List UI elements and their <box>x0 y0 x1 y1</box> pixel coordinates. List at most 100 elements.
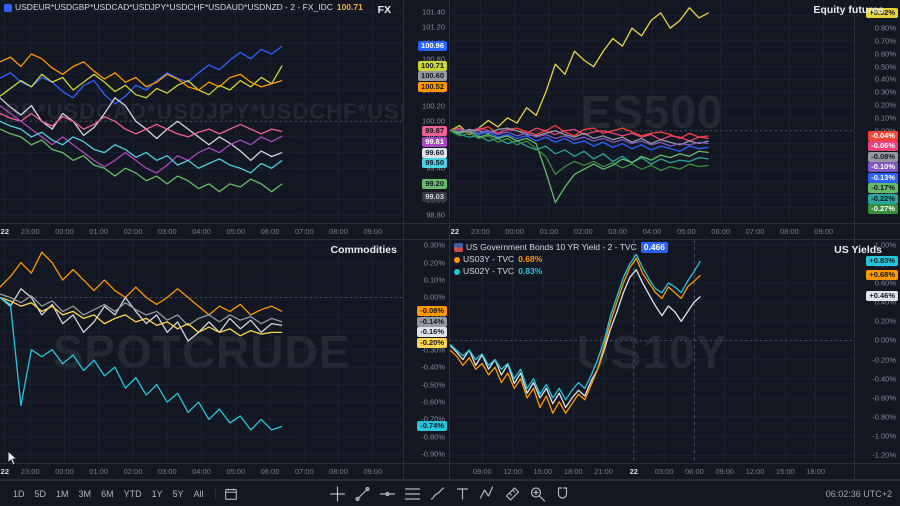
legend-value: 100.71 <box>336 2 363 12</box>
legend-row[interactable]: USDEUR*USDGBP*USDCAD*USDJPY*USDCHF*USDAU… <box>4 2 363 13</box>
timeframe-1y-button[interactable]: 1Y <box>147 487 168 501</box>
yields-price-scale[interactable]: 1.00%0.80%0.60%0.40%0.20%0.00%-0.20%-0.4… <box>854 240 900 463</box>
time-label: 12:00 <box>745 467 765 476</box>
series-line-green <box>0 129 282 192</box>
series-line-blue <box>450 131 709 152</box>
price-label: 100.52 <box>418 81 447 92</box>
time-label: 08:00 <box>329 227 348 236</box>
time-label: 05:00 <box>676 227 696 236</box>
time-label: 00:00 <box>55 227 74 236</box>
price-label: -0.13% <box>868 172 898 183</box>
price-label: -0.14% <box>417 316 447 327</box>
axis-tick-label: 99.80 <box>426 132 445 141</box>
fx-price-scale[interactable]: 101.40101.20101.00100.80100.60100.40100.… <box>403 0 449 223</box>
magnet-icon[interactable] <box>553 484 573 504</box>
time-label: 03:00 <box>157 467 177 476</box>
pattern-icon[interactable] <box>478 484 498 504</box>
timeframe-all-button[interactable]: All <box>189 487 209 501</box>
series-us10y <box>450 270 700 408</box>
fx-panel-title: FX <box>377 4 391 16</box>
commodities-series-svg <box>0 240 403 463</box>
series-line-yellow <box>450 8 709 135</box>
legend-value: 0.83% <box>518 266 543 276</box>
price-label: +0.92% <box>866 7 898 18</box>
fx-time-scale[interactable]: 22 23:00 00:00 01:00 02:00 03:00 04:00 05:00 06:… <box>0 223 403 239</box>
axis-tick-label: 0.10% <box>874 113 896 123</box>
series-line-purple <box>0 106 282 173</box>
axis-tick-label: 99.40 <box>426 163 445 173</box>
time-label: 21:00 <box>594 467 613 476</box>
fib-retracement-icon[interactable] <box>403 484 423 504</box>
equity-chart-area[interactable]: ES500 <box>450 0 854 223</box>
axis-tick-label: 0.00% <box>874 335 896 345</box>
price-label: -0.16% <box>417 327 447 338</box>
commodities-scale-corner <box>403 463 449 479</box>
axis-tick-label: 0.60% <box>874 278 896 288</box>
time-label: 23:00 <box>20 227 40 236</box>
price-label: 100.60 <box>418 71 447 82</box>
symbol-icon <box>4 3 12 12</box>
axis-tick-label: -0.70% <box>421 414 445 424</box>
zoom-in-icon[interactable] <box>528 484 548 504</box>
time-label: 08:00 <box>779 227 799 236</box>
price-label: 99.03 <box>422 192 447 203</box>
fx-chart-area[interactable]: USDEUR*USDGBP*USDCAD*USDJPY*USDCHF*USDAU… <box>0 0 403 223</box>
axis-tick-label: -0.50% <box>421 380 445 390</box>
axis-tick-label: 0.00% <box>423 292 445 302</box>
go-to-date-icon[interactable] <box>222 485 240 503</box>
commodities-price-scale[interactable]: 0.30%0.20%0.10%0.00%-0.10%-0.20%-0.30%-0… <box>403 240 449 463</box>
axis-tick-label: 100.00 <box>422 116 445 126</box>
series-line-gray <box>0 294 282 325</box>
time-label: 01:00 <box>89 467 109 476</box>
legend-row[interactable]: US03Y - TVC 0.68% <box>454 254 668 265</box>
text-icon[interactable] <box>453 484 473 504</box>
axis-tick-label: 0.60% <box>874 49 896 59</box>
measure-icon[interactable] <box>503 484 523 504</box>
yields-series-svg <box>450 240 854 463</box>
legend-row[interactable]: US02Y - TVC 0.83% <box>454 266 668 277</box>
timeframe-6m-button[interactable]: 6M <box>96 487 119 501</box>
price-label: 100.71 <box>418 60 447 71</box>
price-label: -0.74% <box>417 421 447 432</box>
time-label: 07:00 <box>294 227 314 236</box>
equity-time-scale[interactable]: 22 23:00 00:00 01:00 02:00 03:00 04:00 05:00 06:… <box>450 223 854 239</box>
timeframe-1m-button[interactable]: 1M <box>51 487 74 501</box>
price-label: -0.20% <box>417 337 447 348</box>
timeframe-5y-button[interactable]: 5Y <box>168 487 189 501</box>
commodities-panel-title: Commodities <box>330 244 397 256</box>
series-line-yellow <box>0 66 282 98</box>
timeframe-ytd-button[interactable]: YTD <box>119 487 147 501</box>
time-label: 18:00 <box>563 467 583 476</box>
legend-text: US02Y - TVC <box>463 266 515 276</box>
time-label: 22 <box>629 467 638 476</box>
timeframe-3m-button[interactable]: 3M <box>74 487 97 501</box>
price-label: -0.10% <box>868 162 898 173</box>
trend-line-icon[interactable] <box>353 484 373 504</box>
axis-tick-label: -1.20% <box>872 450 896 460</box>
price-label: 99.87 <box>422 126 447 137</box>
commodities-time-scale[interactable]: 22 23:00 00:00 01:00 02:00 03:00 04:00 05:00 06:… <box>0 463 403 479</box>
timeframe-1d-button[interactable]: 1D <box>8 487 30 501</box>
timeframe-5d-button[interactable]: 5D <box>30 487 52 501</box>
tools-group <box>328 484 573 504</box>
axis-tick-label: -1.00% <box>872 431 896 441</box>
axis-tick-label: 1.00% <box>874 240 896 250</box>
time-label: 06:00 <box>260 467 280 476</box>
time-label: 04:00 <box>192 227 211 236</box>
equity-price-scale[interactable]: 0.90%0.80%0.70%0.60%0.50%0.40%0.30%0.20%… <box>854 0 900 223</box>
time-label: 02:00 <box>123 227 143 236</box>
axis-tick-label: 0.30% <box>874 87 896 97</box>
yields-time-scale[interactable]: 09:00 12:00 15:00 18:00 21:00 22 03:00 06:00 09:… <box>450 463 854 479</box>
commodities-chart-area[interactable]: SPOTCRUDE <box>0 240 403 463</box>
legend-row[interactable]: US Government Bonds 10 YR Yield - 2 - TV… <box>454 242 668 253</box>
fx-series-svg <box>0 0 403 223</box>
horizontal-line-icon[interactable] <box>378 484 398 504</box>
legend-text: US03Y - TVC <box>463 254 515 264</box>
yields-chart-area[interactable]: US10Y US Government Bonds 10 YR Yield - … <box>450 240 854 463</box>
us-flag-icon <box>454 243 463 252</box>
axis-tick-label: 0.50% <box>874 62 896 72</box>
axis-tick-label: -0.40% <box>872 374 896 384</box>
crosshair-icon[interactable] <box>328 484 348 504</box>
time-label: 23:00 <box>20 467 40 476</box>
brush-icon[interactable] <box>428 484 448 504</box>
